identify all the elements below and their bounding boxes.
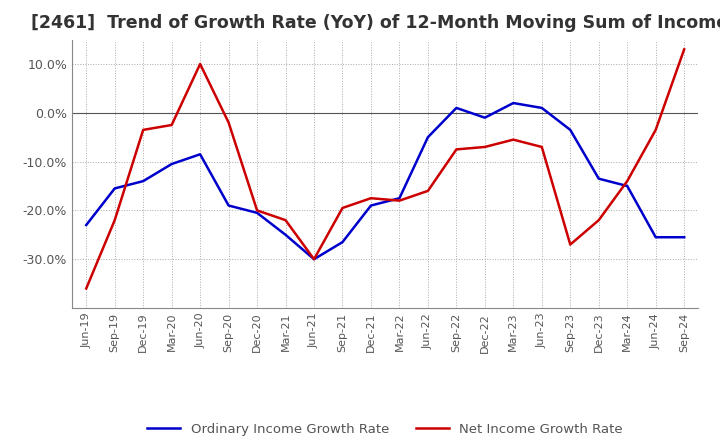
Ordinary Income Growth Rate	[537, 105, 546, 110]
Net Income Growth Rate	[196, 61, 204, 66]
Line: Ordinary Income Growth Rate: Ordinary Income Growth Rate	[86, 103, 684, 259]
Ordinary Income Growth Rate	[253, 210, 261, 216]
Ordinary Income Growth Rate	[423, 135, 432, 140]
Net Income Growth Rate	[652, 127, 660, 132]
Net Income Growth Rate	[395, 198, 404, 203]
Net Income Growth Rate	[253, 208, 261, 213]
Net Income Growth Rate	[338, 205, 347, 211]
Ordinary Income Growth Rate	[282, 232, 290, 238]
Ordinary Income Growth Rate	[595, 176, 603, 181]
Ordinary Income Growth Rate	[395, 195, 404, 201]
Ordinary Income Growth Rate	[338, 239, 347, 245]
Ordinary Income Growth Rate	[82, 222, 91, 227]
Ordinary Income Growth Rate	[139, 179, 148, 184]
Ordinary Income Growth Rate	[680, 235, 688, 240]
Ordinary Income Growth Rate	[452, 105, 461, 110]
Net Income Growth Rate	[366, 195, 375, 201]
Net Income Growth Rate	[225, 120, 233, 125]
Net Income Growth Rate	[537, 144, 546, 150]
Net Income Growth Rate	[139, 127, 148, 132]
Ordinary Income Growth Rate	[366, 203, 375, 208]
Net Income Growth Rate	[310, 257, 318, 262]
Net Income Growth Rate	[452, 147, 461, 152]
Net Income Growth Rate	[680, 47, 688, 52]
Ordinary Income Growth Rate	[225, 203, 233, 208]
Net Income Growth Rate	[480, 144, 489, 150]
Ordinary Income Growth Rate	[167, 161, 176, 167]
Ordinary Income Growth Rate	[566, 127, 575, 132]
Ordinary Income Growth Rate	[652, 235, 660, 240]
Net Income Growth Rate	[282, 217, 290, 223]
Line: Net Income Growth Rate: Net Income Growth Rate	[86, 49, 684, 289]
Net Income Growth Rate	[423, 188, 432, 194]
Title: [2461]  Trend of Growth Rate (YoY) of 12-Month Moving Sum of Incomes: [2461] Trend of Growth Rate (YoY) of 12-…	[32, 15, 720, 33]
Net Income Growth Rate	[623, 179, 631, 184]
Ordinary Income Growth Rate	[509, 100, 518, 106]
Ordinary Income Growth Rate	[623, 183, 631, 189]
Ordinary Income Growth Rate	[196, 152, 204, 157]
Net Income Growth Rate	[82, 286, 91, 291]
Net Income Growth Rate	[110, 217, 119, 223]
Net Income Growth Rate	[595, 217, 603, 223]
Net Income Growth Rate	[167, 122, 176, 128]
Ordinary Income Growth Rate	[110, 186, 119, 191]
Net Income Growth Rate	[509, 137, 518, 142]
Net Income Growth Rate	[566, 242, 575, 247]
Ordinary Income Growth Rate	[480, 115, 489, 120]
Legend: Ordinary Income Growth Rate, Net Income Growth Rate: Ordinary Income Growth Rate, Net Income …	[142, 418, 629, 440]
Ordinary Income Growth Rate	[310, 257, 318, 262]
